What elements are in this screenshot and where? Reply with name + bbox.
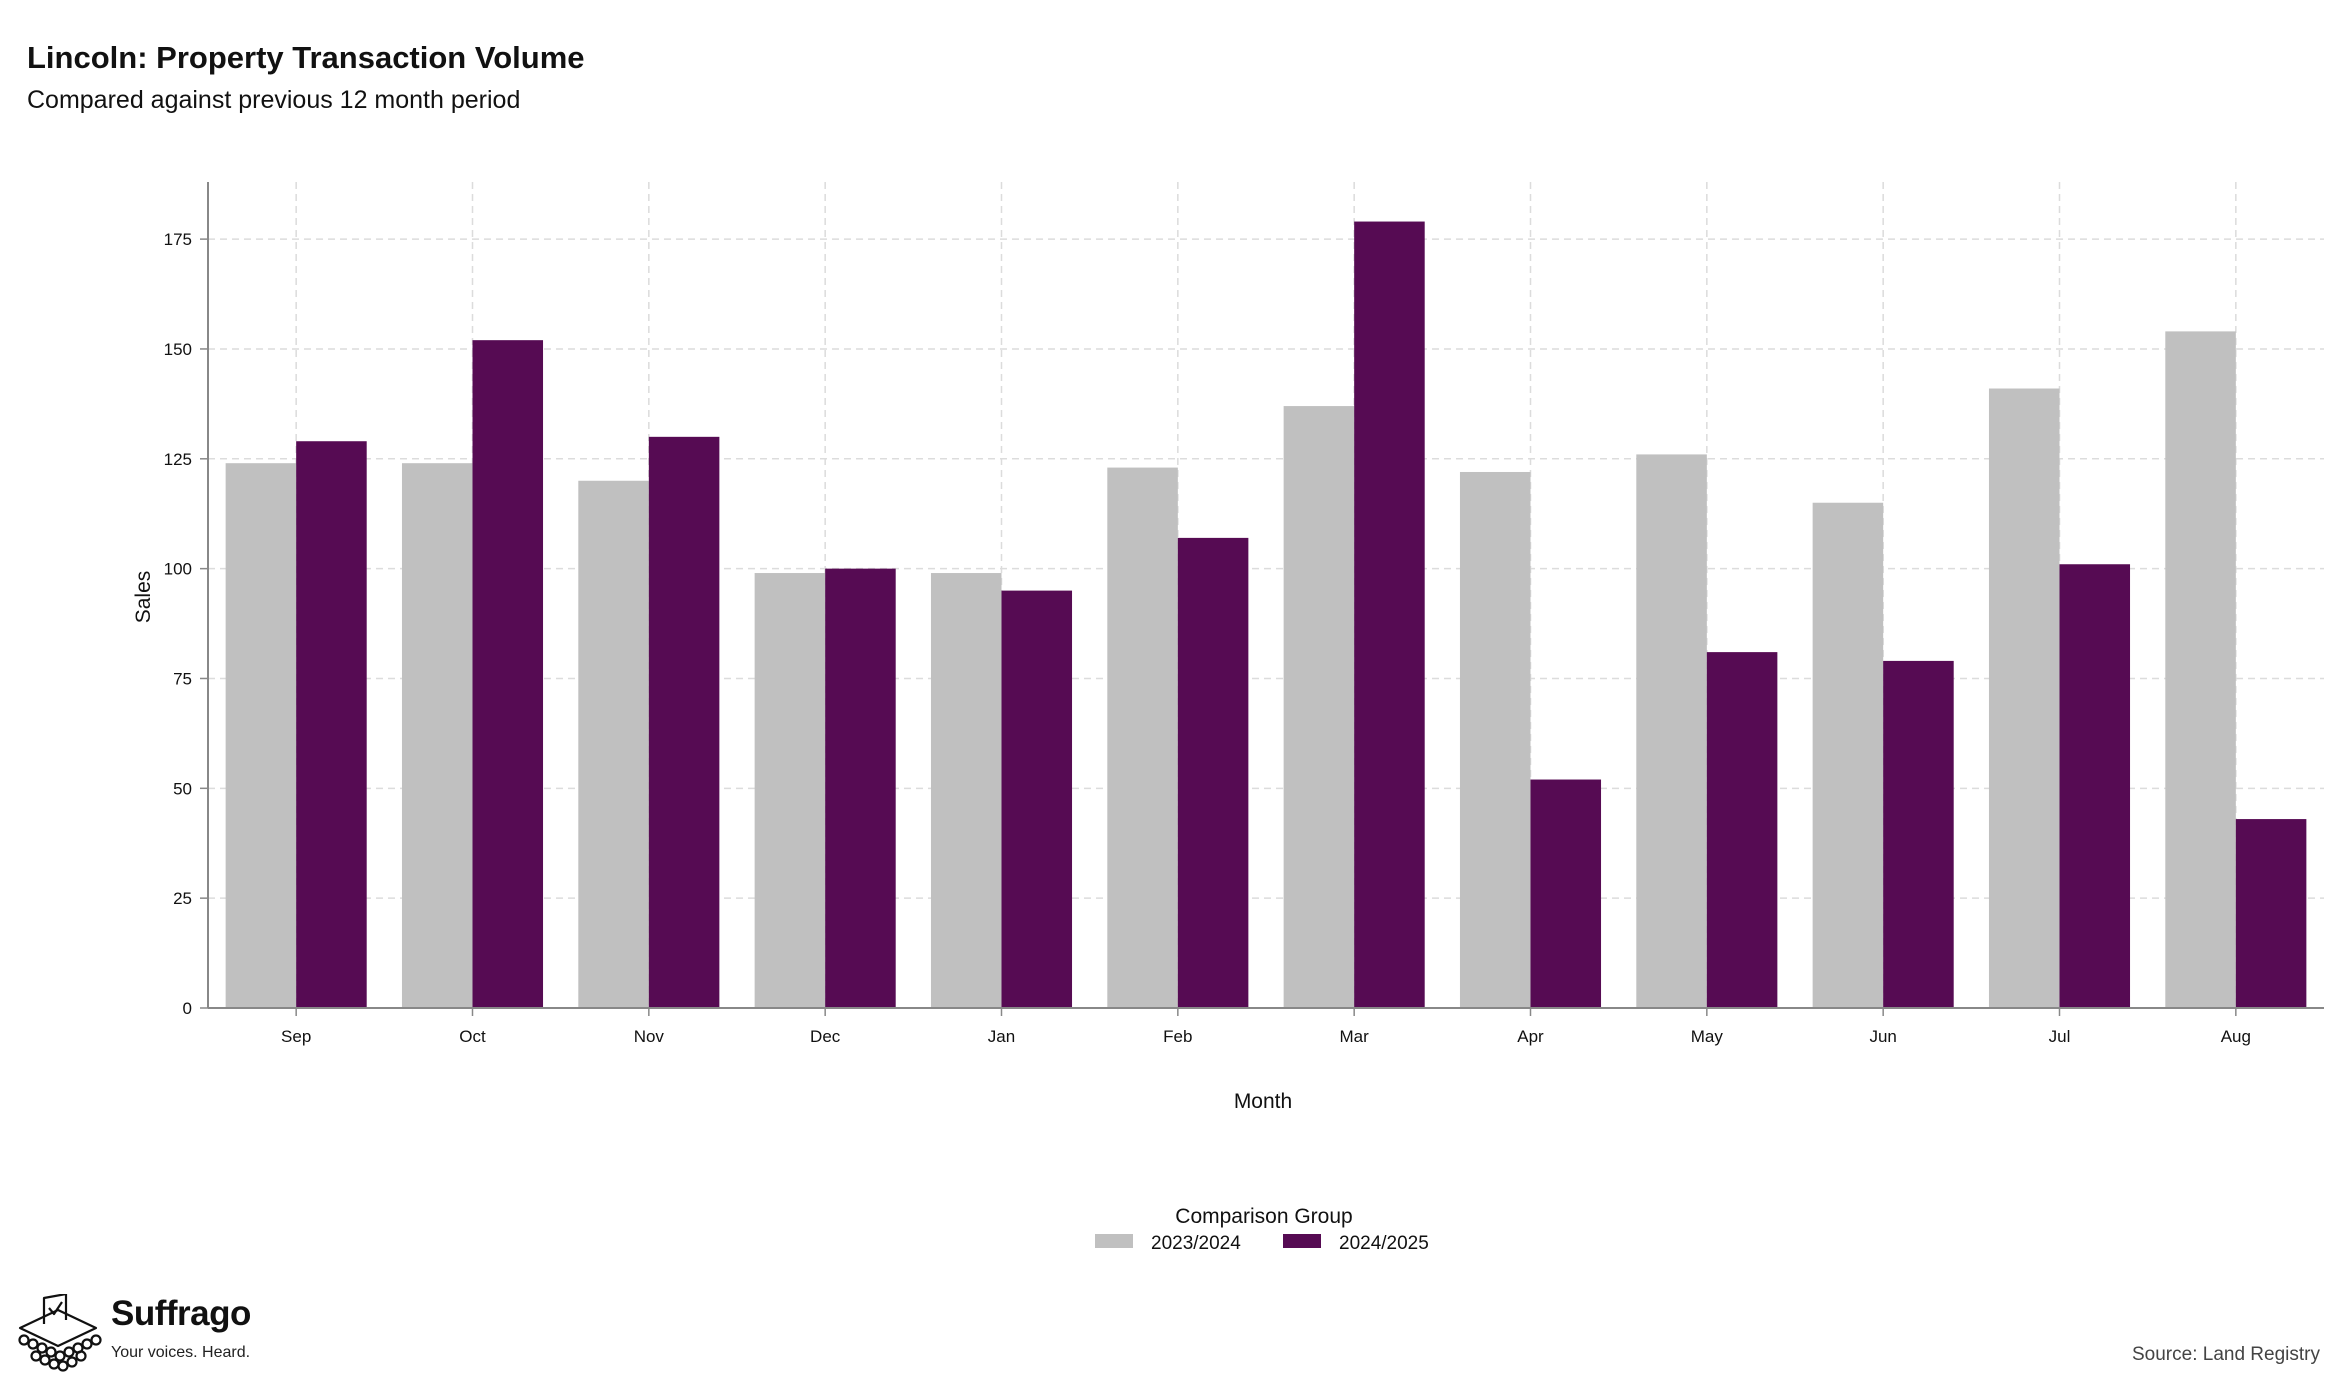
y-tick-label: 25 (173, 889, 192, 908)
bar-2023-2024-oct (401, 463, 473, 1008)
logo-tagline: Your voices. Heard. (111, 1344, 251, 1361)
bar-2024-2025-sep (296, 441, 367, 1009)
bar-2023-2024-jan (930, 573, 1002, 1008)
legend-label: 2023/2024 (1151, 1233, 1241, 1254)
bar-2024-2025-apr (1530, 779, 1602, 1008)
x-tick-label: Jan (988, 1027, 1015, 1046)
x-tick-label: Aug (2221, 1027, 2251, 1046)
y-tick-label: 0 (183, 999, 192, 1018)
bar-2023-2024-aug (2165, 331, 2236, 1009)
bar-2023-2024-jul (1988, 388, 2060, 1008)
bar-2024-2025-dec (825, 568, 896, 1008)
y-tick-label: 150 (164, 340, 192, 359)
y-tick-label: 100 (164, 560, 192, 579)
bar-2024-2025-oct (472, 340, 544, 1008)
bar-2023-2024-jun (1812, 502, 1884, 1008)
x-axis-title: Month (1234, 1090, 1292, 1113)
bar-2023-2024-may (1636, 454, 1707, 1008)
bar-2023-2024-feb (1107, 467, 1178, 1009)
chart-subtitle: Compared against previous 12 month perio… (27, 86, 521, 114)
x-tick-label: Sep (281, 1027, 311, 1046)
bar-2024-2025-may (1706, 652, 1778, 1008)
suffrago-logo: Suffrago Your voices. Heard. (14, 1292, 274, 1374)
legend-label: 2024/2025 (1339, 1233, 1429, 1254)
bar-2024-2025-feb (1177, 537, 1249, 1008)
y-tick-label: 50 (173, 779, 192, 798)
x-tick-label: Apr (1517, 1027, 1544, 1046)
bar-2024-2025-nov (648, 436, 720, 1008)
bar-2024-2025-jun (1883, 660, 1954, 1008)
x-tick-label: Jul (2049, 1027, 2071, 1046)
chart-title: Lincoln: Property Transaction Volume (27, 40, 585, 75)
y-axis-title: Sales (132, 571, 155, 624)
ballot-box-icon (18, 1292, 102, 1372)
legend-swatch (1283, 1234, 1321, 1248)
legend-swatch (1095, 1234, 1133, 1248)
bar-2023-2024-sep (225, 463, 297, 1008)
y-tick-label: 75 (173, 669, 192, 688)
x-tick-label: Feb (1163, 1027, 1192, 1046)
x-tick-label: Nov (634, 1027, 665, 1046)
x-tick-label: Jun (1869, 1027, 1896, 1046)
legend-title: Comparison Group (1175, 1205, 1352, 1228)
bar-2024-2025-mar (1354, 221, 1425, 1009)
bar-2024-2025-aug (2235, 819, 2307, 1008)
bar-2023-2024-apr (1459, 471, 1531, 1008)
y-tick-label: 125 (164, 450, 192, 469)
bar-2023-2024-mar (1283, 406, 1355, 1008)
bar-2023-2024-nov (578, 480, 649, 1008)
bar-2023-2024-dec (754, 573, 826, 1008)
x-tick-label: Mar (1340, 1027, 1370, 1046)
bar-2024-2025-jul (2059, 564, 2131, 1008)
x-tick-label: Oct (459, 1027, 486, 1046)
y-tick-label: 175 (164, 230, 192, 249)
x-tick-label: Dec (810, 1027, 841, 1046)
bar-2024-2025-jan (1001, 590, 1073, 1008)
logo-name: Suffrago (111, 1294, 251, 1333)
x-tick-label: May (1691, 1027, 1724, 1046)
source-note: Source: Land Registry (2132, 1344, 2320, 1365)
